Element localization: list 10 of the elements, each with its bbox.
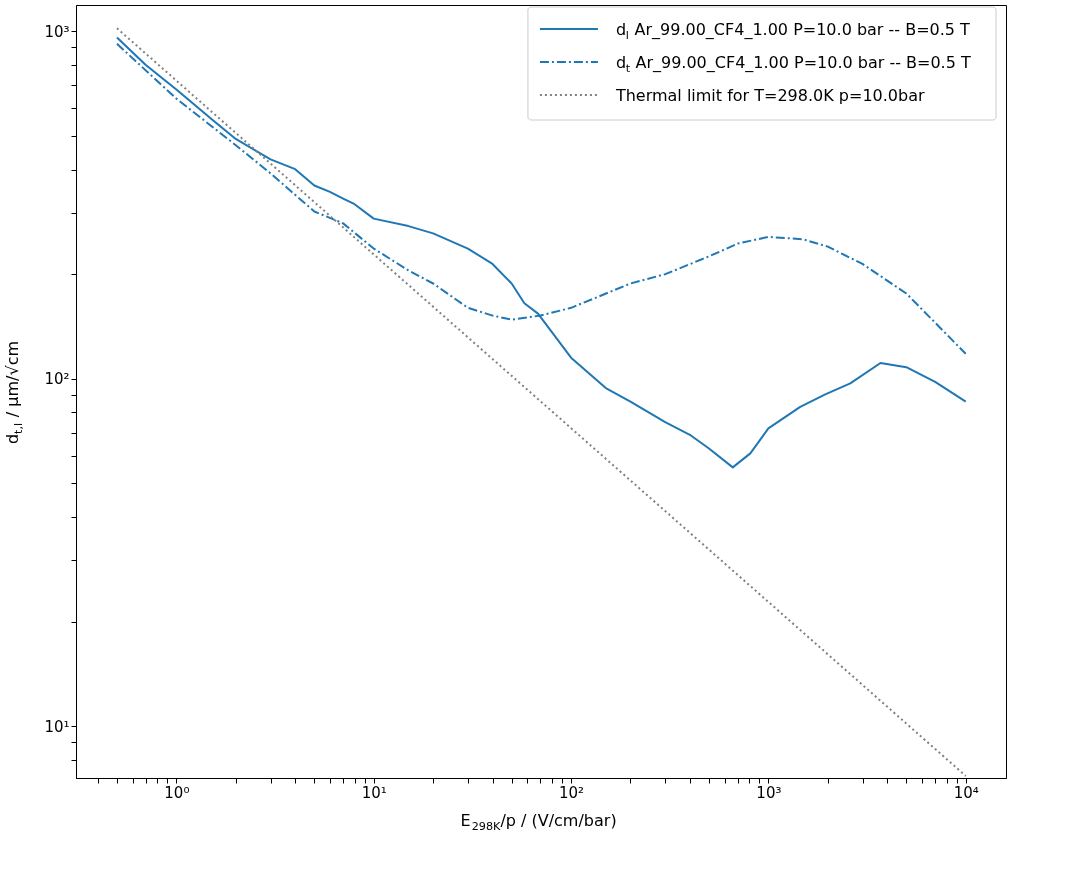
y-tick-label: 10³ bbox=[44, 22, 70, 41]
y-tick-label: 10² bbox=[44, 370, 70, 389]
x-tick-label: 10² bbox=[558, 783, 585, 802]
x-tick-label: 10⁰ bbox=[164, 783, 190, 802]
y-tick-label: 10¹ bbox=[44, 717, 70, 736]
x-tick-label: 10¹ bbox=[361, 783, 387, 802]
x-tick-label: 10⁴ bbox=[953, 783, 979, 802]
legend-label: Thermal limit for T=298.0K p=10.0bar bbox=[614, 86, 925, 105]
y-axis-title: dt,l / μm/√cm bbox=[3, 340, 26, 444]
x-tick-label: 10³ bbox=[756, 783, 782, 802]
